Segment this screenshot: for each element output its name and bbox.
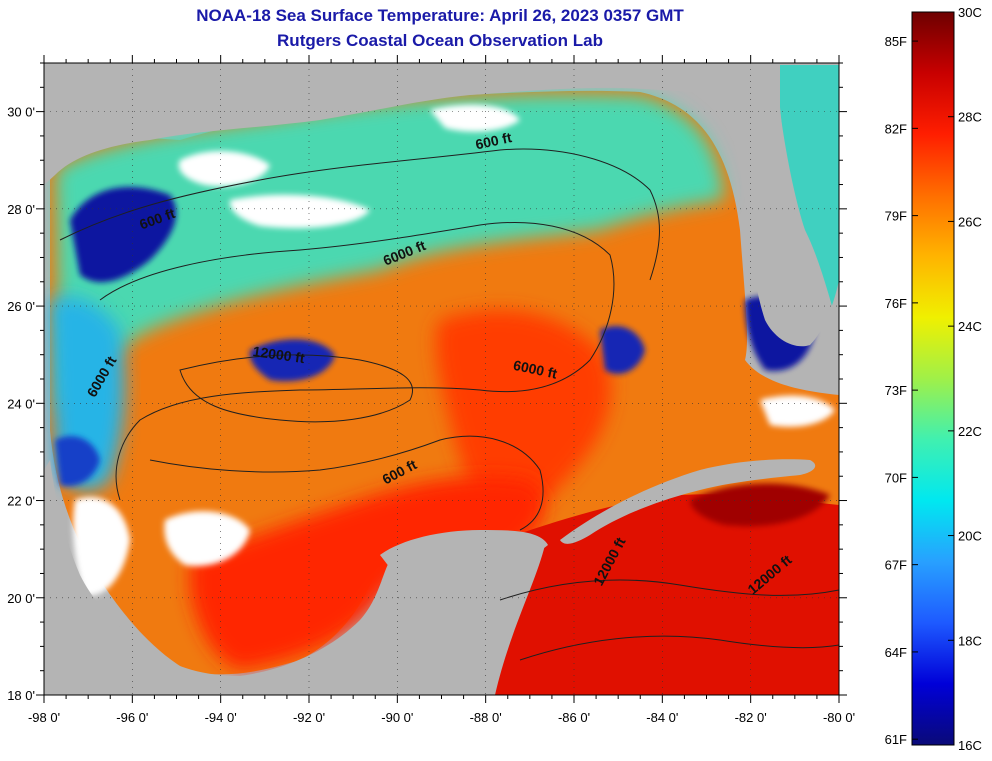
atlantic-water xyxy=(780,63,839,330)
celsius-tick-label: 28C xyxy=(958,110,982,125)
fahrenheit-tick-label: 67F xyxy=(885,558,907,573)
fahrenheit-tick-label: 79F xyxy=(885,209,907,224)
fahrenheit-tick-label: 61F xyxy=(885,732,907,747)
graticule xyxy=(44,63,839,695)
sst-field xyxy=(50,63,839,695)
cloud-north-1 xyxy=(178,150,270,187)
land-cuba xyxy=(560,459,816,544)
celsius-tick-label: 24C xyxy=(958,319,982,334)
contour-6000 xyxy=(99,222,615,501)
lon-tick-label: -82 0' xyxy=(735,710,767,725)
celsius-tick-label: 22C xyxy=(958,424,982,439)
contour-depth-label: 12000 ft xyxy=(252,343,306,366)
lon-tick-label: -86 0' xyxy=(558,710,590,725)
fahrenheit-tick-label: 73F xyxy=(885,383,907,398)
bathymetry-contours xyxy=(59,148,839,661)
hot-patch-cuba-south xyxy=(690,483,830,527)
lon-tick-label: -88 0' xyxy=(470,710,502,725)
fahrenheit-tick-label: 70F xyxy=(885,470,907,485)
southern-warm xyxy=(190,476,545,670)
fahrenheit-tick-label: 85F xyxy=(885,34,907,49)
cloud-north-2 xyxy=(229,194,370,229)
contour-caribbean xyxy=(499,579,839,601)
celsius-tick-label: 30C xyxy=(958,5,982,20)
lon-tick-label: -98 0' xyxy=(28,710,60,725)
lat-tick-label: 20 0' xyxy=(7,591,35,606)
colorbar-gradient xyxy=(911,11,955,746)
celsius-tick-label: 18C xyxy=(958,633,982,648)
lat-tick-label: 24 0' xyxy=(7,396,35,411)
celsius-tick-label: 16C xyxy=(958,738,982,753)
lat-tick-label: 26 0' xyxy=(7,299,35,314)
map-subtitle: Rutgers Coastal Ocean Observation Lab xyxy=(277,31,603,50)
cold-patch-mid xyxy=(600,326,645,374)
lon-tick-label: -80 0' xyxy=(823,710,855,725)
colorbar-ticks: 30C 28C 26C 24C 22C 20C 18C 16C 85F 82F 79F 76F 73F 7… xyxy=(885,5,982,753)
contour-depth-label: 600 ft xyxy=(474,129,513,152)
land-masses xyxy=(44,63,839,695)
lon-tick-label: -92 0' xyxy=(293,710,325,725)
lat-tick-label: 18 0' xyxy=(7,688,35,703)
colorbar: 30C 28C 26C 24C 22C 20C 18C 16C 85F 82F 79F 76F 73F 7… xyxy=(885,5,982,753)
caribbean-warm xyxy=(484,494,839,695)
cloud-east xyxy=(760,395,835,427)
contour-600-south xyxy=(149,435,544,531)
land-us-north xyxy=(44,63,839,185)
fahrenheit-tick-label: 82F xyxy=(885,121,907,136)
cold-patch-central xyxy=(249,339,335,382)
fahrenheit-tick-label: 76F xyxy=(885,296,907,311)
lon-tick-label: -84 0' xyxy=(646,710,678,725)
lon-tick-label: -90 0' xyxy=(381,710,413,725)
lat-tick-label: 28 0' xyxy=(7,202,35,217)
contour-600-north xyxy=(59,148,660,281)
map-title: NOAA-18 Sea Surface Temperature: April 2… xyxy=(196,6,684,25)
celsius-tick-label: 26C xyxy=(958,214,982,229)
celsius-tick-label: 20C xyxy=(958,529,982,544)
fahrenheit-tick-label: 64F xyxy=(885,645,907,660)
contour-12000 xyxy=(179,354,413,423)
loop-current-warm xyxy=(435,310,611,520)
land-florida xyxy=(715,65,839,347)
land-mexico xyxy=(44,460,545,695)
lat-tick-label: 22 0' xyxy=(7,494,35,509)
lon-tick-label: -96 0' xyxy=(116,710,148,725)
lat-tick-label: 30 0' xyxy=(7,105,35,120)
land-yucatan xyxy=(380,530,548,570)
cold-patch-sw xyxy=(55,436,100,487)
map-axis-ticks: -98 0' -96 0' -94 0' -92 0' -90 0' -88 0' -86 … xyxy=(7,55,855,725)
contour-caribbean-2 xyxy=(519,635,839,661)
cloud-west-coast xyxy=(73,496,130,596)
cloud-sw xyxy=(164,511,250,566)
cold-patch-west xyxy=(70,187,177,283)
lon-tick-label: -94 0' xyxy=(205,710,237,725)
